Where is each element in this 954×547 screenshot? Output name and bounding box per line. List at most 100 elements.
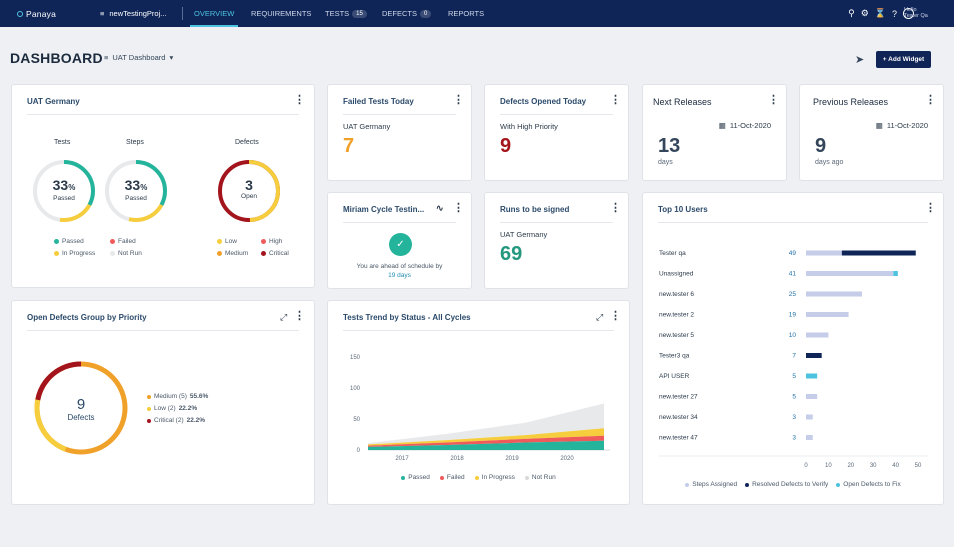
nav-divider — [182, 7, 183, 20]
list-icon: ≡ — [104, 53, 109, 62]
legend-item: Not Run — [110, 250, 160, 257]
project-selector[interactable]: ≡ newTestingProj... — [100, 9, 167, 18]
release-date-text: 11-Oct-2020 — [886, 121, 928, 130]
bar-steps-assigned — [806, 332, 829, 338]
legend-label: Low — [225, 238, 237, 245]
top-users-bar-chart: Tester qa 49 Unassigned 41 new.tester 6 25 new… — [659, 250, 928, 469]
legend-label: Not Run — [531, 474, 556, 481]
kebab-menu-icon[interactable]: ⋮ — [453, 202, 464, 214]
release-date-text: 11-Oct-2020 — [729, 121, 771, 130]
widget-subtitle: UAT Germany — [343, 122, 391, 131]
legend-label: Steps Assigned — [692, 481, 738, 488]
trend-legend: Passed Failed In Progress Not Run — [328, 474, 629, 481]
user-total-label: 7 — [792, 353, 796, 360]
legend-dot — [836, 482, 841, 487]
search-icon[interactable]: ⚲ — [848, 8, 855, 18]
tab-defects[interactable]: DEFECTS 0 — [382, 0, 432, 27]
legend-label: Medium — [225, 250, 249, 257]
legend-item: Critical — [261, 250, 301, 257]
defects-donut-chart — [34, 361, 128, 455]
bar-steps-assigned — [806, 394, 818, 399]
kebab-menu-icon[interactable]: ⋮ — [768, 94, 779, 106]
defects-opened-count: 9 — [500, 135, 512, 157]
legend-percent: 22.2% — [186, 417, 206, 424]
area-in-progress — [368, 428, 604, 446]
release-date: ▦ 11-Oct-2020 — [719, 121, 771, 130]
kebab-menu-icon[interactable]: ⋮ — [925, 202, 936, 214]
legend-percent: 22.2% — [178, 405, 198, 412]
expand-icon[interactable]: ⤢ — [596, 312, 604, 322]
bar-steps-assigned — [806, 250, 842, 256]
dashboard-selector-label: UAT Dashboard — [112, 53, 166, 62]
area-failed — [368, 435, 604, 447]
help-icon[interactable]: ? — [891, 8, 897, 19]
caret-down-icon: ▾ — [169, 53, 174, 62]
user-avatar-icon[interactable] — [903, 8, 914, 19]
legend-label: Critical — [269, 250, 289, 257]
donut-center: 9 Defects — [51, 396, 111, 422]
days-unit: days — [658, 159, 673, 166]
legend-label: Failed — [118, 238, 136, 245]
dashboard-selector[interactable]: ≡ UAT Dashboard ▾ — [104, 53, 173, 62]
legend-dot — [685, 482, 690, 487]
kebab-menu-icon[interactable]: ⋮ — [453, 94, 464, 106]
legend-dot — [147, 418, 151, 423]
tab-requirements[interactable]: REQUIREMENTS — [251, 0, 311, 27]
legend-label: Medium (5) — [154, 393, 187, 400]
gear-icon[interactable]: ⚙ — [860, 8, 869, 18]
tests-label: Tests — [54, 139, 71, 146]
user-name-label: new.tester 47 — [659, 435, 698, 442]
bar-open-defects-to-fix — [893, 271, 898, 276]
kebab-menu-icon[interactable]: ⋮ — [294, 310, 305, 322]
legend-item: Failed — [439, 474, 465, 481]
x-tick-label: 2020 — [560, 456, 574, 462]
defects-gauge-center: 3 Open — [220, 177, 278, 200]
widget-title: UAT Germany — [27, 97, 80, 106]
steps-label: Steps — [126, 139, 144, 146]
defects-count-badge: 0 — [420, 9, 432, 18]
tab-tests[interactable]: TESTS 15 — [325, 0, 367, 27]
tests-trend-area-chart: 0 50 100 150 2017 2018 2019 2020 — [350, 355, 610, 462]
legend-item: Resolved Defects to Verify — [745, 481, 828, 488]
user-name-label: new.tester 2 — [659, 312, 694, 319]
kebab-menu-icon[interactable]: ⋮ — [925, 94, 936, 106]
x-tick-label: 2017 — [395, 456, 409, 462]
tab-overview[interactable]: OVERVIEW — [189, 0, 239, 27]
schedule-days: 19 days — [388, 272, 411, 279]
expand-icon[interactable]: ⤢ — [280, 312, 288, 322]
defects-opened-today-widget: Defects Opened Today ⋮ With High Priorit… — [484, 84, 629, 181]
legend-label: Resolved Defects to Verify — [752, 481, 829, 488]
release-date: ▦ 11-Oct-2020 — [876, 121, 928, 130]
runs-count: 69 — [500, 243, 523, 265]
kebab-menu-icon[interactable]: ⋮ — [294, 94, 305, 106]
divider — [500, 114, 613, 115]
panaya-logo[interactable]: Panaya — [17, 9, 56, 19]
user-total-label: 3 — [792, 435, 796, 442]
y-tick-label: 100 — [350, 386, 361, 392]
defects-caption: Open — [241, 193, 257, 200]
send-icon[interactable]: ➤ — [855, 54, 865, 66]
legend-item: Not Run — [524, 474, 556, 481]
kebab-menu-icon[interactable]: ⋮ — [610, 94, 621, 106]
legend-label: Not Run — [118, 250, 142, 257]
divider — [658, 222, 928, 223]
legend-item: Medium (5) 55.6% — [147, 393, 208, 400]
legend-label: Critical (2) — [154, 417, 184, 424]
failed-tests-count: 7 — [343, 135, 355, 157]
tab-label: REQUIREMENTS — [251, 9, 312, 18]
user-name: Tester Qa — [904, 13, 928, 19]
hourglass-icon[interactable]: ⌛ — [874, 8, 886, 18]
hamburger-icon: ≡ — [100, 9, 105, 18]
kebab-menu-icon[interactable]: ⋮ — [610, 202, 621, 214]
defects-label: Defects — [235, 139, 259, 146]
add-widget-button[interactable]: + Add Widget — [876, 51, 931, 68]
x-tick-label: 2019 — [505, 456, 519, 462]
kebab-menu-icon[interactable]: ⋮ — [610, 310, 621, 322]
legend-dot — [54, 251, 59, 256]
x-tick-label: 0 — [804, 463, 808, 469]
tab-reports[interactable]: REPORTS — [448, 0, 484, 27]
trend-icon[interactable]: ∿ — [436, 203, 444, 213]
user-menu[interactable]: Hello Tester Qa — [904, 7, 928, 19]
user-name-label: Tester3 qa — [659, 353, 690, 360]
x-tick-label: 30 — [870, 463, 877, 469]
